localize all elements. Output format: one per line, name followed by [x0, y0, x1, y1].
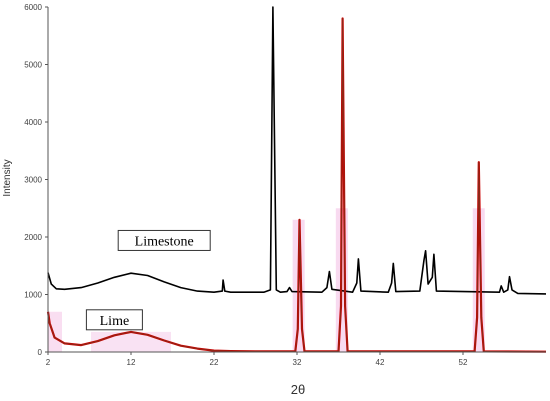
x-tick-label: 2 [46, 358, 51, 367]
y-tick-label: 5000 [24, 61, 42, 70]
annotation-label: Limestone [135, 234, 194, 249]
y-tick-label: 2000 [24, 233, 42, 242]
annotation-box [85, 309, 143, 331]
series-layer [46, 6, 547, 353]
y-axis-label: Intensity [2, 159, 13, 196]
lime-annotation: Lime [85, 309, 143, 331]
annotation-box [117, 229, 211, 251]
series-annotations: Limestone Lime [85, 229, 211, 331]
reference-band [91, 331, 171, 352]
x-tick-label: 22 [210, 358, 219, 367]
y-tick-label: 4000 [24, 118, 42, 127]
limestone-series-line [47, 6, 547, 295]
y-axis-ticks: 0 1000 2000 3000 4000 5000 6000 [24, 3, 48, 357]
x-axis-ticks: 2 12 22 32 42 52 [46, 352, 468, 367]
reference-band [48, 311, 62, 352]
y-tick-label: 6000 [24, 3, 42, 12]
x-tick-label: 42 [376, 358, 385, 367]
annotation-label: Lime [100, 314, 130, 329]
lime-series-overlay-line [47, 18, 547, 353]
y-tick-label: 3000 [24, 176, 42, 185]
y-tick-label: 1000 [24, 291, 42, 300]
x-tick-label: 12 [127, 358, 136, 367]
x-tick-label: 52 [459, 358, 468, 367]
y-tick-label: 0 [38, 348, 43, 357]
limestone-annotation: Limestone [117, 229, 211, 251]
x-tick-label: 32 [293, 358, 302, 367]
x-axis-label: 2θ [291, 382, 305, 397]
